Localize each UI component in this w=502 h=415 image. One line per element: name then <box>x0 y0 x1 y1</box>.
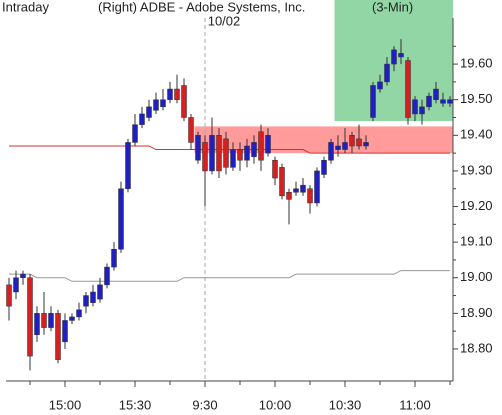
candle-body <box>426 95 432 108</box>
y-tick-label: 19.20 <box>460 198 493 213</box>
candle-body <box>328 142 334 161</box>
candle-body <box>307 188 313 204</box>
candle-body <box>139 113 145 125</box>
candle-body <box>76 309 82 318</box>
candle-body <box>433 88 439 100</box>
chart-title: Intraday <box>2 0 49 14</box>
candle-body <box>412 99 418 115</box>
candle-body <box>6 284 12 307</box>
candle-body <box>384 63 390 83</box>
candle-body <box>146 106 152 118</box>
y-tick-label: 19.30 <box>460 162 493 177</box>
interval-label: (3-Min) <box>372 0 413 14</box>
candle-body <box>97 284 103 300</box>
candle-body <box>230 149 236 168</box>
candle-body <box>335 145 341 150</box>
zone <box>194 126 453 154</box>
y-tick-label: 19.10 <box>460 234 493 249</box>
candle-body <box>440 99 446 104</box>
candle-body <box>286 192 292 200</box>
chart-subtitle: (Right) ADBE - Adobe Systems, Inc. <box>98 0 305 14</box>
candle-body <box>356 138 362 147</box>
candle-body <box>293 188 299 193</box>
candle-body <box>160 99 166 108</box>
candle-body <box>342 142 348 150</box>
candle-body <box>377 81 383 90</box>
candle-body <box>83 295 89 307</box>
candle-body <box>398 53 404 58</box>
y-tick-label: 18.80 <box>460 340 493 355</box>
annotation: 10/02 <box>208 13 241 28</box>
candle-body <box>90 291 96 303</box>
candle-body <box>258 131 264 161</box>
candle-body <box>118 188 124 250</box>
candle-body <box>34 313 40 335</box>
candle-body <box>300 184 306 193</box>
candle-body <box>174 88 180 100</box>
candle-body <box>391 49 397 65</box>
candle-body <box>48 313 54 328</box>
x-tick-label: 10:30 <box>329 397 362 412</box>
x-tick-label: 10:00 <box>259 397 292 412</box>
x-tick-label: 15:00 <box>49 397 82 412</box>
candle-body <box>125 142 131 189</box>
candle-body <box>167 88 173 100</box>
y-tick-label: 19.40 <box>460 127 493 142</box>
candle-body <box>216 135 222 172</box>
x-tick-label: 9:30 <box>192 397 217 412</box>
x-tick-label: 15:30 <box>119 397 152 412</box>
candle-body <box>405 60 411 118</box>
candle-body <box>41 313 47 328</box>
y-tick-label: 19.60 <box>460 56 493 71</box>
x-tick-label: 11:00 <box>399 397 431 412</box>
candle-body <box>188 117 194 143</box>
candle-body <box>104 266 110 286</box>
candle-body <box>13 277 19 293</box>
candle-body <box>209 135 215 172</box>
overlay-line <box>9 270 450 282</box>
candle-body <box>265 135 271 154</box>
candle-body <box>132 124 138 143</box>
candle-body <box>27 277 33 357</box>
candle-body <box>62 320 68 343</box>
candle-body <box>363 142 369 147</box>
candle-body <box>223 138 229 168</box>
candle-body <box>279 167 285 197</box>
y-tick-label: 19.00 <box>460 269 493 284</box>
candle-body <box>321 159 327 175</box>
candle-body <box>244 145 250 161</box>
candle-body <box>419 106 425 115</box>
candle-body <box>251 142 257 157</box>
y-tick-label: 18.90 <box>460 305 493 320</box>
candle-body <box>314 170 320 204</box>
candle-body <box>370 85 376 118</box>
candle-body <box>237 149 243 161</box>
candle-body <box>349 135 355 147</box>
candle-body <box>20 273 26 278</box>
y-tick-label: 19.50 <box>460 91 493 106</box>
candle-body <box>202 142 208 172</box>
candle-body <box>55 313 61 360</box>
candle-body <box>272 159 278 179</box>
candle-body <box>195 135 201 161</box>
overlay-line <box>9 145 450 154</box>
candle-body <box>447 99 453 104</box>
candle-body <box>153 99 159 111</box>
candle-body <box>181 85 187 118</box>
candle-body <box>69 316 75 321</box>
candle-body <box>111 249 117 268</box>
